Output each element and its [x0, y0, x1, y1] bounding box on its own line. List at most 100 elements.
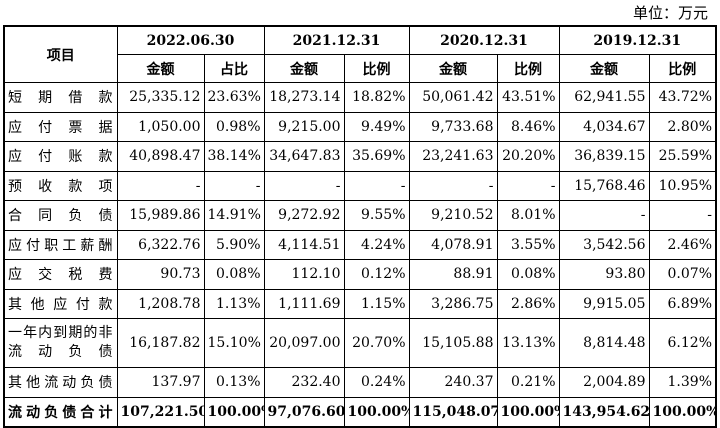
ratio-cell: 0.98% [203, 111, 265, 142]
amount-cell: 97,076.60 [263, 396, 345, 428]
ratio-cell: 2.80% [648, 111, 717, 142]
ratio-cell: 43.72% [648, 82, 717, 113]
ratio-cell: 8.46% [496, 111, 560, 142]
ratio-cell: 25.59% [648, 141, 717, 172]
ratio-cell: 1.39% [648, 367, 717, 398]
amount-cell: 20,097.00 [263, 318, 345, 368]
amount-cell: 90.73 [116, 259, 205, 290]
ratio-cell: 8.01% [496, 200, 560, 231]
amount-cell: 1,050.00 [116, 111, 205, 142]
ratio-cell: 38.14% [203, 141, 265, 172]
ratio-cell: 100.00% [203, 396, 265, 428]
header-ratio: 比例 [496, 54, 560, 83]
header-ratio: 占比 [203, 54, 265, 83]
ratio-cell: 2.86% [496, 288, 560, 319]
row-label: 流动负债合计 [3, 396, 118, 428]
amount-cell: - [116, 170, 205, 201]
amount-cell: 9,915.05 [558, 288, 650, 319]
ratio-cell: 4.24% [343, 229, 410, 260]
amount-cell: 1,111.69 [263, 288, 345, 319]
amount-cell: - [408, 170, 498, 201]
ratio-cell: 35.69% [343, 141, 410, 172]
amount-cell: 9,215.00 [263, 111, 345, 142]
liabilities-table: 项目 2022.06.30 2021.12.31 2020.12.31 2019… [3, 25, 717, 428]
ratio-cell: 2.46% [648, 229, 717, 260]
amount-cell: 15,105.88 [408, 318, 498, 368]
amount-cell: 18,273.14 [263, 82, 345, 113]
row-label: 一年内到期的非流动负债 [3, 318, 118, 368]
table-row: 应付职工薪酬 6,322.76 5.90% 4,114.51 4.24% 4,078.91… [3, 229, 717, 260]
ratio-cell: 100.00% [496, 396, 560, 428]
amount-cell: 4,114.51 [263, 229, 345, 260]
header-ratio: 比例 [648, 54, 717, 83]
header-amount: 金额 [408, 54, 498, 83]
row-label: 短期借款 [3, 82, 118, 113]
row-label: 应付账款 [3, 141, 118, 172]
table-row: 应付票据 1,050.00 0.98% 9,215.00 9.49% 9,733.68 8.… [3, 111, 717, 142]
ratio-cell: 1.13% [203, 288, 265, 319]
amount-cell: 9,733.68 [408, 111, 498, 142]
ratio-cell: 1.15% [343, 288, 410, 319]
amount-cell: 15,768.46 [558, 170, 650, 201]
row-label: 应付职工薪酬 [3, 229, 118, 260]
header-period: 2020.12.31 [408, 25, 560, 55]
header-amount: 金额 [558, 54, 650, 83]
row-label: 应交税费 [3, 259, 118, 290]
amount-cell: 3,286.75 [408, 288, 498, 319]
ratio-cell: 0.12% [343, 259, 410, 290]
amount-cell: 2,004.89 [558, 367, 650, 398]
amount-cell: 36,839.15 [558, 141, 650, 172]
ratio-cell: 13.13% [496, 318, 560, 368]
ratio-cell: 100.00% [343, 396, 410, 428]
amount-cell: 137.97 [116, 367, 205, 398]
header-amount: 金额 [116, 54, 205, 83]
ratio-cell: 15.10% [203, 318, 265, 368]
amount-cell: 40,898.47 [116, 141, 205, 172]
table-row: 其他流动负债 137.97 0.13% 232.40 0.24% 240.37 0.21% 2… [3, 367, 717, 398]
amount-cell: 232.40 [263, 367, 345, 398]
amount-cell: 143,954.62 [558, 396, 650, 428]
amount-cell: 9,210.52 [408, 200, 498, 231]
ratio-cell: 43.51% [496, 82, 560, 113]
header-period: 2022.06.30 [116, 25, 265, 55]
header-period: 2021.12.31 [263, 25, 410, 55]
amount-cell: 115,048.07 [408, 396, 498, 428]
amount-cell: 107,221.50 [116, 396, 205, 428]
amount-cell: 23,241.63 [408, 141, 498, 172]
ratio-cell: 18.82% [343, 82, 410, 113]
amount-cell: 88.91 [408, 259, 498, 290]
ratio-cell: 23.63% [203, 82, 265, 113]
table-row: 预收款项 - - - - - -15,768.46 10.95% [3, 170, 717, 201]
table-row: 应付账款 40,898.47 38.14% 34,647.83 35.69% 23,241… [3, 141, 717, 172]
ratio-cell: 5.90% [203, 229, 265, 260]
ratio-cell: 20.20% [496, 141, 560, 172]
amount-cell: 8,814.48 [558, 318, 650, 368]
ratio-cell: 0.13% [203, 367, 265, 398]
ratio-cell: 0.08% [496, 259, 560, 290]
ratio-cell: 0.24% [343, 367, 410, 398]
amount-cell: 50,061.42 [408, 82, 498, 113]
header-period: 2019.12.31 [558, 25, 717, 55]
table-row: 应交税费 90.73 0.08% 112.10 0.12% 88.91 0.08% 93.80… [3, 259, 717, 290]
ratio-cell: 3.55% [496, 229, 560, 260]
row-label: 合同负债 [3, 200, 118, 231]
amount-cell: 1,208.78 [116, 288, 205, 319]
amount-cell: 15,989.86 [116, 200, 205, 231]
row-label: 应付票据 [3, 111, 118, 142]
ratio-cell: 100.00% [648, 396, 717, 428]
ratio-cell: 0.08% [203, 259, 265, 290]
amount-cell: 4,034.67 [558, 111, 650, 142]
ratio-cell: 14.91% [203, 200, 265, 231]
ratio-cell: - [343, 170, 410, 201]
row-label: 预收款项 [3, 170, 118, 201]
ratio-cell: 0.07% [648, 259, 717, 290]
ratio-cell: 9.49% [343, 111, 410, 142]
ratio-cell: 6.89% [648, 288, 717, 319]
header-item: 项目 [3, 25, 118, 83]
ratio-cell: 6.12% [648, 318, 717, 368]
table-row: 短期借款 25,335.12 23.63% 18,273.14 18.82% 50,061… [3, 82, 717, 113]
table-body: 短期借款 25,335.12 23.63% 18,273.14 18.82% 50,061… [3, 82, 717, 428]
ratio-cell: 20.70% [343, 318, 410, 368]
row-label: 其他应付款 [3, 288, 118, 319]
header-row-sub: 金额 占比 金额 比例 金额 比例 金额 比例 [4, 54, 717, 83]
